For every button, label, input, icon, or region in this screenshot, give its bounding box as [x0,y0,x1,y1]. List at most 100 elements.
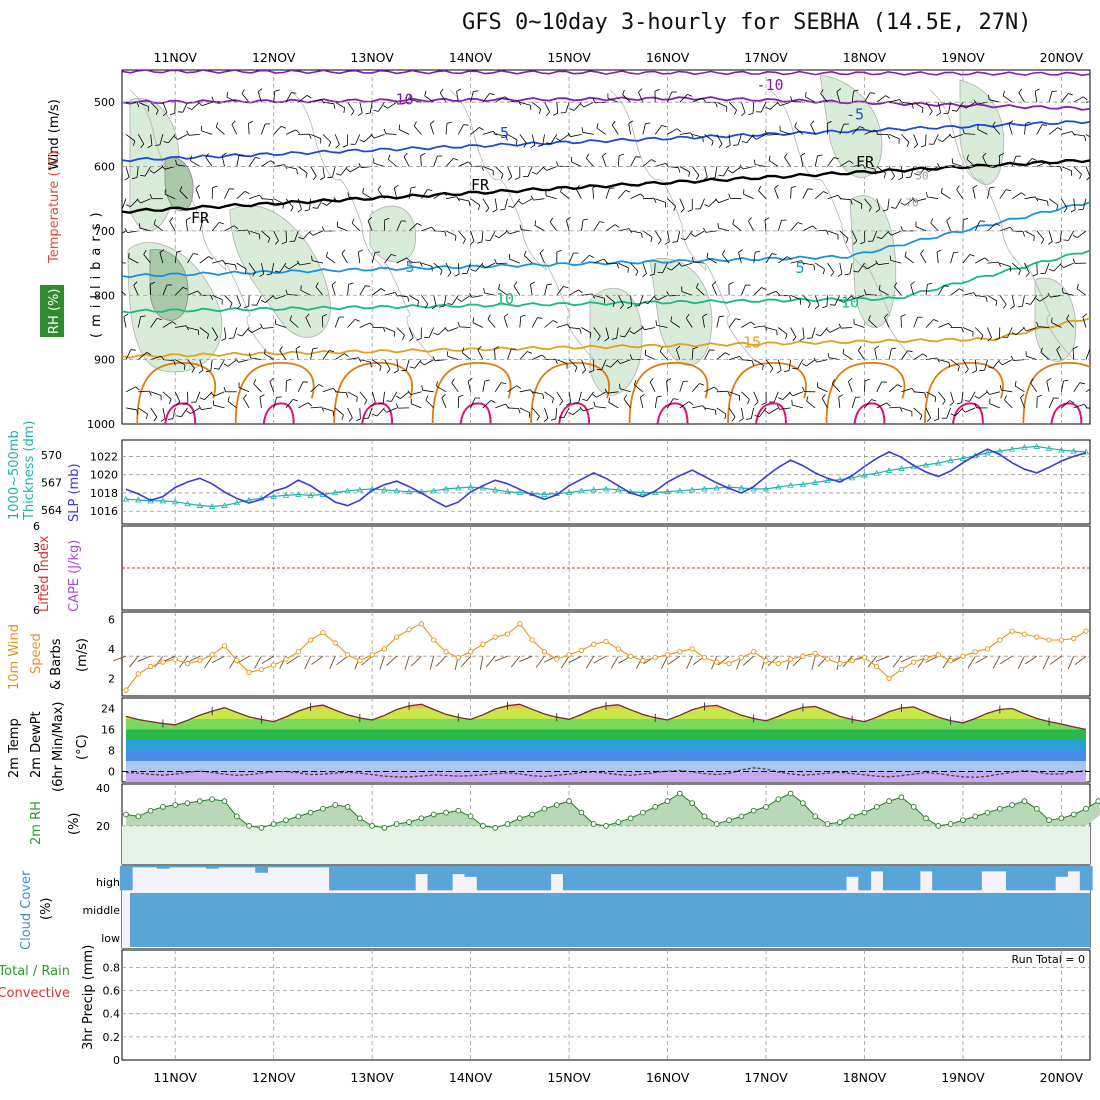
slp-tick: 1016 [90,505,118,518]
wind10m-point [812,650,818,656]
cloud-high-bar [169,866,182,868]
wind-barb-flag [972,370,977,374]
rh2m-point [615,819,622,825]
wind-barb-flag [943,112,949,115]
wind-barb-flag [929,110,933,116]
thickness-point [676,487,684,494]
wind-barb-flag [469,292,473,298]
thickness-tick: 567 [41,476,62,489]
wind-barb-flag [272,199,275,205]
cloud-high-bar [919,866,933,872]
wind-barb [966,158,976,167]
wind-barb-flag [751,360,754,366]
wind-barb-flag [951,109,957,112]
cloud-high-bar [882,866,896,891]
wind-barb-flag [315,282,319,287]
rh2m-point [996,805,1003,812]
cloud-high-bar [969,866,982,891]
wind-barb-flag [710,177,716,179]
wind-barb-flag [223,387,227,392]
cloud-high-bar [427,866,441,891]
wind-barb [482,130,494,135]
wind-barb [605,327,610,339]
wind-barb [1048,127,1058,135]
wind-barb [1048,230,1053,242]
isotherm-20-arc [825,361,906,424]
wind-barb [238,387,250,393]
wind-barb [1059,230,1062,242]
wind-barb [396,257,407,264]
wind-barb [347,391,358,398]
wind-barb [1024,196,1036,200]
wind-barb [630,230,642,234]
wind-barb-flag [690,233,696,237]
wind10m-point [307,637,314,643]
wind10m-barb [975,655,988,664]
wind-barb-flag [321,226,325,232]
wind-barb-flag [614,224,620,228]
wind-barb [305,317,311,328]
wind-barb [605,224,616,232]
wind-barb [853,294,865,300]
wind-barb [359,102,363,113]
wind-barb-flag [545,190,547,196]
wind-barb-flag [197,330,200,336]
wind-barb-flag [711,140,714,147]
wind-barb [138,407,148,415]
wind-barb [1072,348,1075,360]
wind-barb [679,94,688,103]
wind-barb-flag [758,186,762,191]
wind-barb [340,166,348,176]
wind-barb [451,382,459,393]
rh2m-point [713,821,720,827]
wind-barb [322,134,331,143]
wind-barb [162,321,173,328]
rh2m-point [406,819,412,825]
wind-barb-flag [354,319,360,322]
wind-barb-flag [857,346,862,351]
wind-barb [839,263,843,274]
wind-barb-flag [776,404,781,410]
wind-barb [411,403,422,409]
temp-band [126,729,1086,740]
wind-barb [741,391,750,400]
wind-barb [888,384,898,393]
wind-barb [326,256,336,264]
wind-barb-flag [260,323,264,329]
wind-barb-flag [311,255,313,261]
wind10m-point [689,646,695,652]
contour-label: FR [471,176,490,194]
wind10m-tick: 2 [108,672,115,685]
wind-barb [273,230,279,241]
wind-barb [253,383,262,393]
cloud-high-bar [1079,866,1093,891]
cloud-high-bar [267,866,281,868]
wind-barb-flag [1068,93,1074,96]
wind-barb [677,230,681,242]
wind-barb [572,407,582,416]
wind-barb-flag [1056,205,1059,211]
wind10m-point [972,649,978,655]
wind-barb-flag [618,153,625,156]
panel-frame-p1 [121,69,1091,425]
wind10m-barb [479,656,484,671]
wind-barb-flag [995,301,998,307]
wind-barb [421,189,428,199]
wind-barb-flag [410,186,416,189]
wind10m-point [640,657,646,664]
wind-barb-flag [988,366,994,369]
wind-barb [853,323,865,328]
wind-barb-flag [1004,395,1007,401]
wind-barb [241,93,250,103]
wind-barb [309,198,311,210]
wind-barb-flag [282,203,284,209]
cloud-high-bar [1067,866,1081,872]
wind-barb [691,348,694,360]
run-total: Run Total = 0 [1012,953,1086,966]
wind-barb-flag [545,142,551,145]
cloud-high-bar [538,866,552,891]
thickness-point [812,479,819,485]
cloud-high-bar [144,866,158,868]
wind-barb-flag [862,164,866,170]
wind-barb-flag [755,250,761,253]
